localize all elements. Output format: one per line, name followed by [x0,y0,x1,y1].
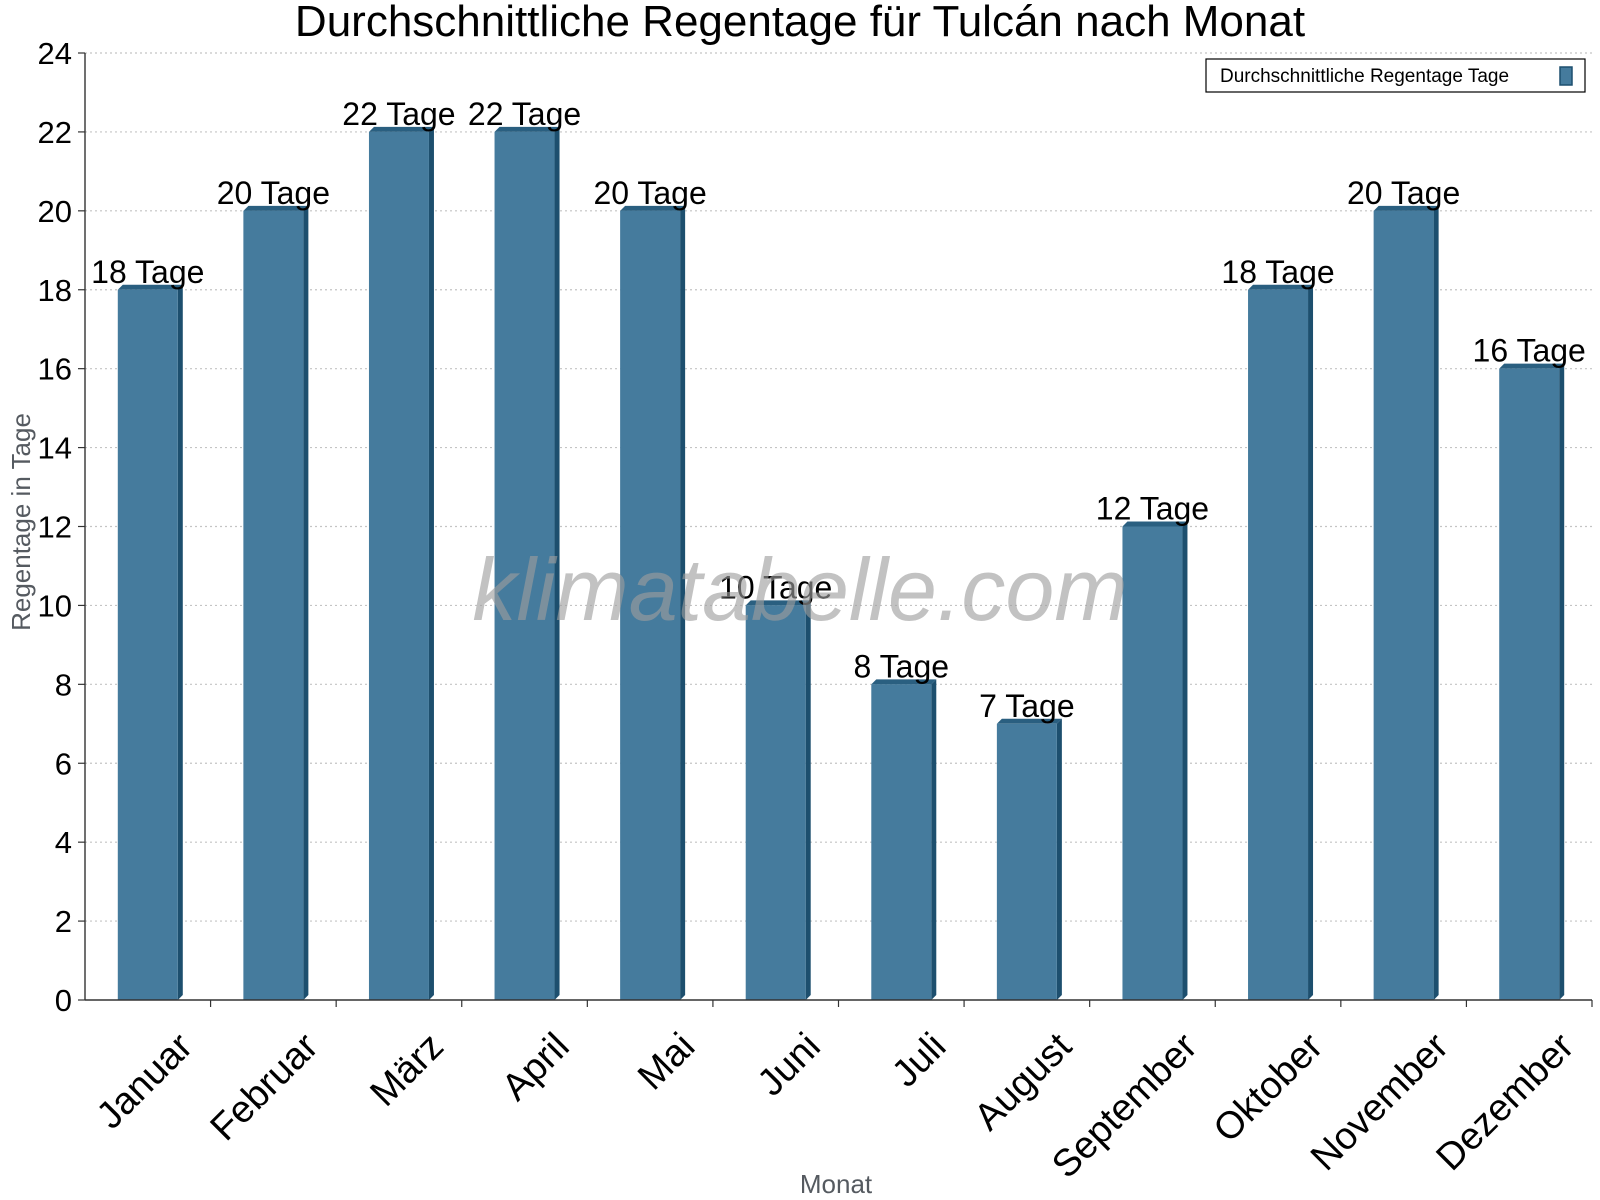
legend-label: Durchschnittliche Regentage Tage [1220,66,1509,87]
bar-front [745,605,806,1000]
bar-top [996,718,1062,724]
data-label: 22 Tage [468,96,581,132]
data-label: 22 Tage [342,96,455,132]
bar [871,679,937,1000]
bar [368,126,434,1000]
bar-side [805,600,811,1000]
data-label: 20 Tage [1347,175,1460,211]
bar [1373,205,1439,1001]
bar-top [1122,521,1188,527]
y-tick-label: 14 [38,431,72,466]
chart-title: Durchschnittliche Regentage für Tulcán n… [295,0,1305,46]
data-label: 8 Tage [854,648,950,684]
x-tick-label: Oktober [1206,1025,1332,1151]
data-labels: 18 Tage 20 Tage 22 Tage 22 Tage 20 Tage 10 Ta… [91,96,1586,724]
y-tick-label: 12 [38,510,72,545]
bar-top [745,600,811,606]
bar-top [1373,205,1439,211]
y-tick-label: 20 [38,194,72,229]
bar-front [117,289,178,1000]
bar-side [1056,718,1062,1000]
x-tick-label: Juli [884,1025,954,1095]
legend: Durchschnittliche Regentage Tage [1205,58,1586,93]
bar-top [368,126,434,132]
x-axis-tick-labels: Januar Februar März April Mai Juni Juli AugustS… [89,1025,1583,1186]
bar [117,284,183,1000]
y-tick-label: 4 [55,825,72,860]
bar [745,600,811,1000]
bar-front [996,723,1057,1000]
bar-front [1499,368,1560,1001]
bar-top [1499,363,1565,369]
bar-front [620,210,681,1001]
bar-side [303,205,309,1001]
bar-side [177,284,183,1000]
x-tick-label: Juni [750,1025,829,1104]
data-label: 18 Tage [1221,254,1334,290]
data-label: 20 Tage [593,175,706,211]
y-tick-label: 16 [38,352,72,387]
bar-side [554,126,560,1000]
bar-top [117,284,183,290]
y-tick-label: 10 [38,588,72,623]
bar-side [1559,363,1565,1001]
bar-side [1308,284,1314,1000]
y-tick-label: 2 [55,904,72,939]
y-tick-label: 24 [38,36,72,71]
y-tick-label: 22 [38,115,72,150]
bar-top [620,205,686,211]
bar-top [494,126,560,132]
y-tick-label: 18 [38,273,72,308]
bar [1499,363,1565,1001]
data-label: 12 Tage [1096,491,1209,527]
data-label: 16 Tage [1473,333,1586,369]
data-label: 18 Tage [91,254,204,290]
axes [84,53,1593,1007]
x-tick-label: Februar [203,1025,327,1149]
bar-front [494,131,555,1000]
x-tick-label: April [494,1025,577,1108]
bar-side [931,679,937,1000]
bar-side [1433,205,1439,1001]
bar [243,205,309,1001]
y-tick-label: 8 [55,667,72,702]
watermark: klimatabelle.com [472,540,1127,639]
legend-box [1205,58,1586,93]
x-tick-label: Januar [89,1025,201,1137]
y-axis-title: Regentage in Tage [6,413,36,631]
x-tick-label: Dezember [1429,1025,1583,1179]
bar [1248,284,1314,1000]
bar-front [1122,526,1183,1000]
bar-front [1373,210,1434,1001]
x-tick-label: März [363,1025,452,1114]
data-label: 20 Tage [217,175,330,211]
bar [620,205,686,1001]
legend-swatch [1559,66,1573,86]
bar-front [368,131,429,1000]
bar [1122,521,1188,1000]
bar-side [428,126,434,1000]
bar-front [243,210,304,1001]
bar-front [871,684,932,1000]
bar-top [243,205,309,211]
x-tick-label: Mai [630,1025,703,1098]
bar [494,126,560,1000]
data-label: 7 Tage [979,688,1075,724]
bar-side [1182,521,1188,1000]
bar-side [680,205,686,1001]
bar-top [871,679,937,685]
y-tick-label: 6 [55,746,72,781]
bar-top [1248,284,1314,290]
grid-lines [85,52,1592,922]
y-tick-label: 0 [55,983,72,1018]
data-label: 10 Tage [719,569,832,605]
bar [996,718,1062,1000]
x-axis-title: Monat [800,1169,873,1199]
x-tick-label: August [967,1025,1081,1139]
bar-front [1248,289,1309,1000]
bars [117,126,1565,1001]
